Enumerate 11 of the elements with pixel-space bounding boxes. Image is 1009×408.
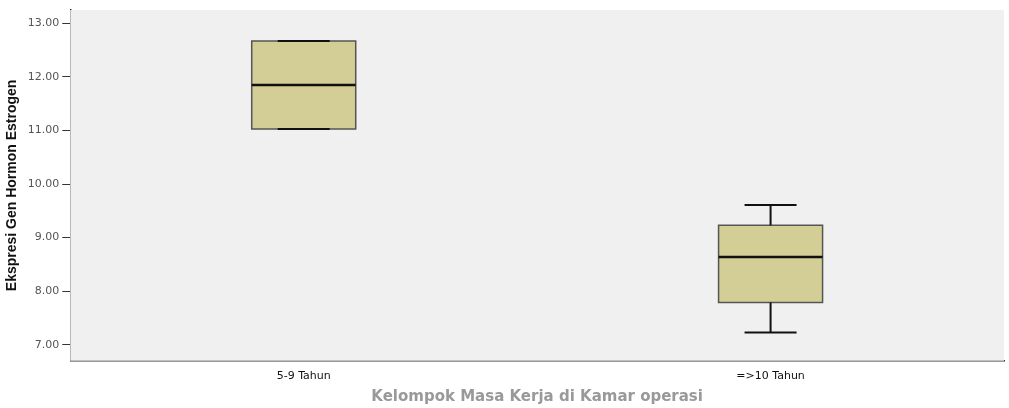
x-axis-title: Kelompok Masa Kerja di Kamar operasi: [371, 386, 703, 405]
y-tick-label: 13.00: [27, 16, 60, 30]
x-tick-label: 5-9 Tahun: [276, 369, 331, 383]
y-tick-label: 12.00: [27, 69, 60, 83]
y-tick-label: 8.00: [34, 284, 60, 298]
y-tick-label: 10.00: [27, 176, 60, 190]
y-axis-title: Ekspresi Gen Hormon Estrogen: [3, 79, 20, 292]
y-tick-label: 7.00: [34, 337, 60, 351]
x-tick-label: =>10 Tahun: [736, 369, 805, 383]
y-tick-label: 11.00: [27, 123, 60, 137]
y-tick-label: 9.00: [34, 230, 60, 244]
